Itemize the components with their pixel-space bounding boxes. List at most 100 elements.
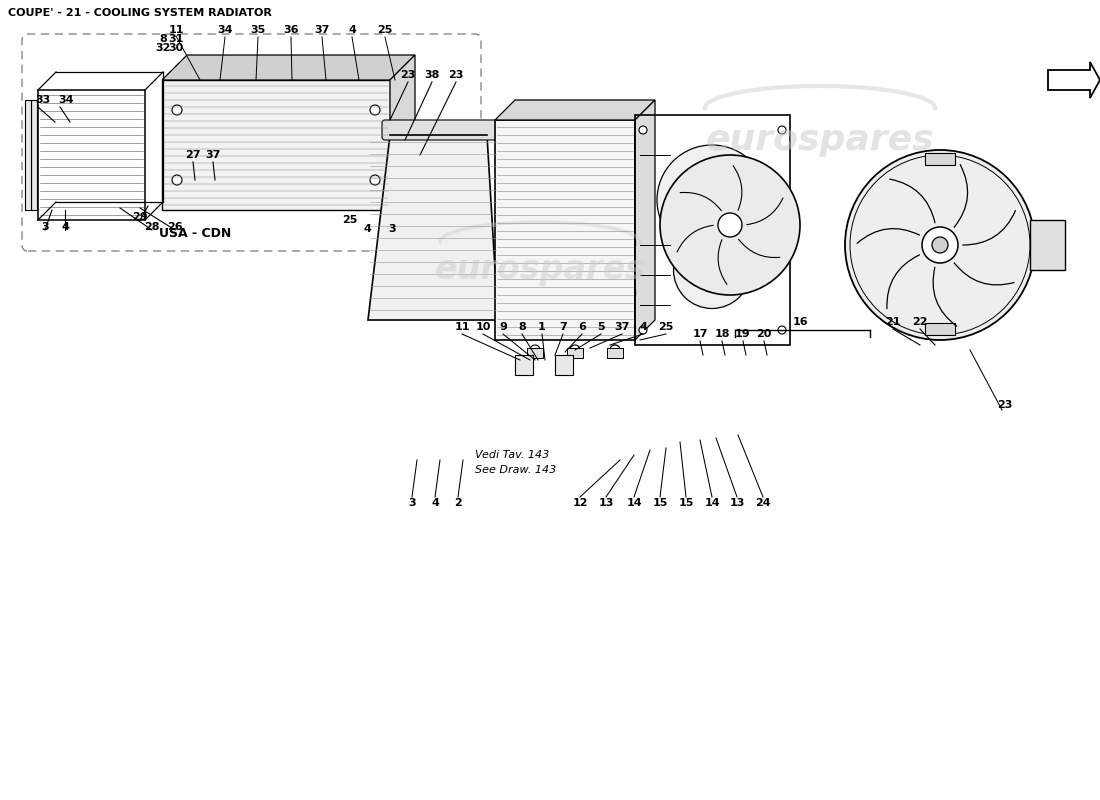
Bar — [607, 348, 623, 358]
Circle shape — [639, 326, 647, 334]
Text: Vedi Tav. 143: Vedi Tav. 143 — [475, 450, 549, 460]
Circle shape — [610, 345, 620, 355]
Text: 12: 12 — [572, 498, 587, 508]
Text: 34: 34 — [218, 25, 233, 35]
Circle shape — [778, 126, 786, 134]
Bar — [25, 100, 31, 210]
Text: 7: 7 — [559, 322, 566, 332]
Text: 3: 3 — [41, 222, 48, 232]
Text: 6: 6 — [579, 322, 586, 332]
Bar — [556, 355, 573, 375]
Text: 26: 26 — [167, 222, 183, 232]
Text: 11: 11 — [454, 322, 470, 332]
Polygon shape — [635, 100, 654, 340]
Bar — [635, 115, 790, 345]
Text: eurospares: eurospares — [434, 254, 646, 286]
Text: 14: 14 — [704, 498, 719, 508]
Text: 22: 22 — [912, 317, 927, 327]
Circle shape — [570, 345, 580, 355]
Polygon shape — [1048, 62, 1100, 98]
Text: 20: 20 — [757, 329, 772, 339]
Text: 38: 38 — [425, 70, 440, 80]
Text: 37: 37 — [206, 150, 221, 160]
Text: 3: 3 — [408, 498, 416, 508]
Bar — [495, 120, 635, 340]
Text: 23: 23 — [998, 400, 1013, 410]
Text: 11: 11 — [168, 25, 184, 35]
Text: 24: 24 — [756, 498, 771, 508]
Circle shape — [932, 237, 948, 253]
Text: 36: 36 — [284, 25, 299, 35]
Text: 25: 25 — [658, 322, 673, 332]
Text: 34: 34 — [58, 95, 74, 105]
Bar — [1030, 220, 1065, 270]
Text: 27: 27 — [185, 150, 200, 160]
Text: See Draw. 143: See Draw. 143 — [475, 465, 557, 475]
Circle shape — [660, 155, 800, 295]
Circle shape — [718, 213, 743, 237]
Text: eurospares: eurospares — [706, 123, 934, 157]
Text: 4: 4 — [348, 25, 356, 35]
Bar — [162, 80, 390, 210]
Text: 5: 5 — [597, 322, 605, 332]
Text: 9: 9 — [499, 322, 507, 332]
Bar — [39, 90, 145, 220]
Circle shape — [639, 126, 647, 134]
Text: 16: 16 — [792, 317, 807, 327]
Circle shape — [922, 227, 958, 263]
Text: USA - CDN: USA - CDN — [158, 227, 231, 240]
Polygon shape — [498, 117, 528, 320]
Text: 35: 35 — [251, 25, 265, 35]
Text: 15: 15 — [679, 498, 694, 508]
Text: 17: 17 — [692, 329, 707, 339]
Text: 13: 13 — [598, 498, 614, 508]
Circle shape — [172, 175, 182, 185]
Text: 2: 2 — [454, 498, 462, 508]
Circle shape — [845, 150, 1035, 340]
Text: 25: 25 — [342, 215, 358, 225]
Text: 4: 4 — [431, 498, 439, 508]
Circle shape — [370, 175, 379, 185]
Text: 8: 8 — [160, 34, 167, 44]
Polygon shape — [368, 135, 498, 320]
Text: 23: 23 — [400, 70, 416, 80]
Text: 33: 33 — [35, 95, 51, 105]
Polygon shape — [162, 55, 415, 80]
Text: 32: 32 — [155, 43, 170, 53]
Text: 1: 1 — [538, 322, 546, 332]
Text: 10: 10 — [475, 322, 491, 332]
Circle shape — [610, 345, 620, 355]
Text: 37: 37 — [614, 322, 629, 332]
Text: 13: 13 — [729, 498, 745, 508]
Circle shape — [673, 231, 750, 309]
Text: 19: 19 — [735, 329, 751, 339]
Text: 28: 28 — [144, 222, 159, 232]
Text: 31: 31 — [168, 34, 184, 44]
Polygon shape — [390, 55, 415, 210]
Text: 4: 4 — [639, 322, 647, 332]
Circle shape — [657, 145, 767, 255]
Text: 23: 23 — [449, 70, 464, 80]
Text: 15: 15 — [652, 498, 668, 508]
Text: 4: 4 — [62, 222, 69, 232]
Bar — [31, 100, 37, 210]
Circle shape — [172, 105, 182, 115]
Bar — [527, 348, 543, 358]
Text: 29: 29 — [132, 212, 147, 222]
FancyBboxPatch shape — [382, 120, 509, 140]
Text: 4: 4 — [363, 224, 371, 234]
Bar — [566, 348, 583, 358]
Text: 18: 18 — [714, 329, 729, 339]
Circle shape — [530, 345, 540, 355]
Polygon shape — [495, 100, 654, 120]
Bar — [925, 323, 955, 335]
Text: 14: 14 — [626, 498, 641, 508]
Text: COUPE' - 21 - COOLING SYSTEM RADIATOR: COUPE' - 21 - COOLING SYSTEM RADIATOR — [8, 8, 272, 18]
Bar — [925, 153, 955, 165]
Text: 30: 30 — [168, 43, 184, 53]
Text: 8: 8 — [518, 322, 526, 332]
Text: 37: 37 — [315, 25, 330, 35]
Text: 21: 21 — [886, 317, 901, 327]
Text: 25: 25 — [377, 25, 393, 35]
Circle shape — [778, 326, 786, 334]
